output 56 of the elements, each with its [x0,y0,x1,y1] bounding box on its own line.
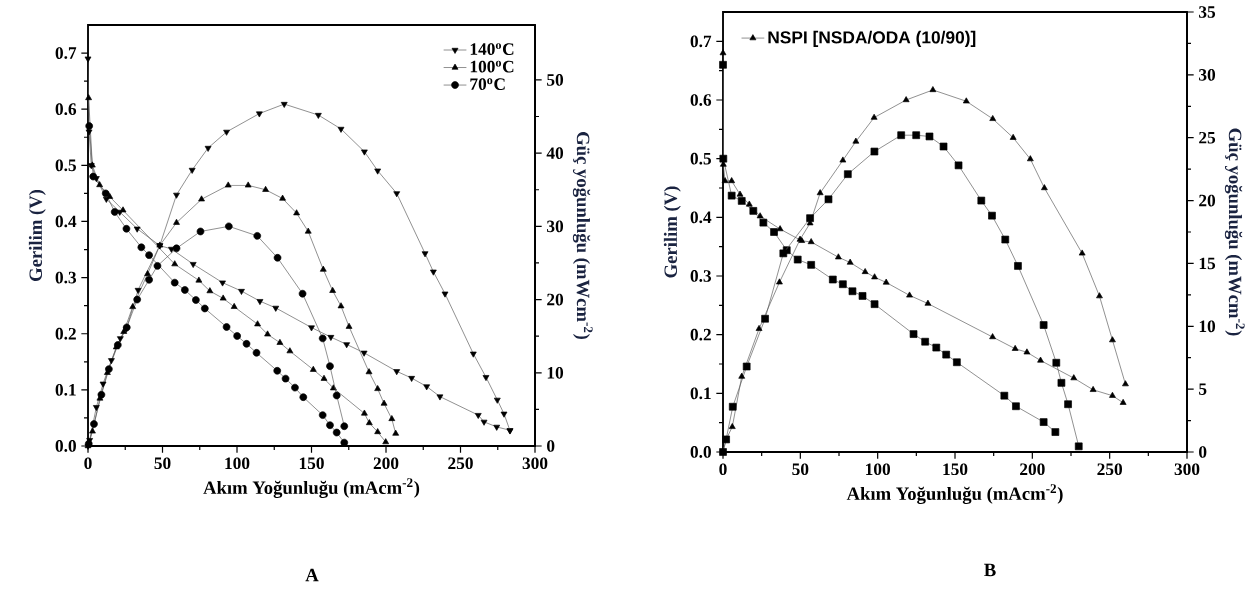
y-tick-label: 0.1 [690,387,711,400]
x-tick-label: 0 [84,457,92,470]
x-tick-label: 0 [719,463,727,476]
y-tick-label: 0.0 [55,440,76,452]
y2-tick-label: 40 [546,147,564,159]
x-tick-label: 150 [299,457,324,470]
y-axis-title: Gerilim (V) [663,186,681,278]
y2-tick-label: 25 [1199,131,1216,144]
text: B [984,563,996,577]
text: A [305,568,319,582]
y-tick-label: 0.5 [55,159,76,172]
y2-tick-label: 30 [1199,69,1216,81]
x-tick-label: 300 [522,457,548,470]
y-tick-label: 0.4 [690,211,712,224]
y2-tick-label: 30 [547,220,564,233]
legend-label: 70$^{o}$C [470,78,505,90]
legend-label: NSPI [NSDA/ODA (10/90)] [768,30,976,47]
y2-tick-label: 15 [1199,257,1216,270]
y2-tick-label: 10 [1199,320,1216,333]
y-tick-label: 0.6 [690,94,712,106]
y2-tick-label: 20 [1199,194,1216,207]
legend-label: 100$^{o}$C [470,60,514,73]
x-tick-label: 200 [1020,463,1045,476]
y2-tick-label: 20 [547,293,564,306]
y-tick-label: 0.7 [55,47,77,59]
x-tick-label: 100 [866,463,891,476]
y2-tick-label: 5 [1199,383,1207,395]
x-tick-label: 200 [373,457,399,470]
y-tick-label: 0.5 [690,152,711,165]
y2-tick-label: 10 [547,366,564,379]
y2-tick-label: 50 [547,74,564,86]
y2-axis-title: Güç yoğunluğu (mWcm$^{-2}$) [1224,128,1245,336]
y-tick-label: 0.3 [55,271,77,284]
x-tick-label: 300 [1174,463,1200,476]
y-axis-title: Gerilim (V) [28,189,46,281]
y-tick-label: 0.7 [690,35,712,48]
y-tick-label: 0.0 [690,446,711,458]
x-tick-label: 100 [225,457,250,470]
x-tick-label: 50 [792,463,809,476]
x-axis-title: Akım Yoğunluğu (mAcm$^{-2}$) [846,484,1063,504]
y-tick-label: 0.6 [55,103,77,116]
x-tick-label: 250 [448,457,473,470]
x-axis-title: Akım Yoğunluğu (mAcm$^{-2}$) [203,478,420,498]
y2-tick-label: 35 [1199,6,1216,18]
legend-label: 140$^{o}$C [470,43,514,55]
y-tick-label: 0.2 [55,327,76,340]
x-tick-label: 250 [1097,463,1123,476]
x-tick-label: 50 [154,457,171,470]
y-tick-label: 0.4 [55,215,77,228]
y2-tick-label: 0 [547,440,555,452]
y-tick-label: 0.2 [690,328,711,341]
y-tick-label: 0.1 [55,383,76,396]
y2-axis-title: Güç yoğunluğu (mWcm$^{-2}$) [572,132,593,339]
y-tick-label: 0.3 [690,270,712,282]
x-tick-label: 150 [943,463,968,476]
y2-tick-label: 0 [1199,446,1207,458]
